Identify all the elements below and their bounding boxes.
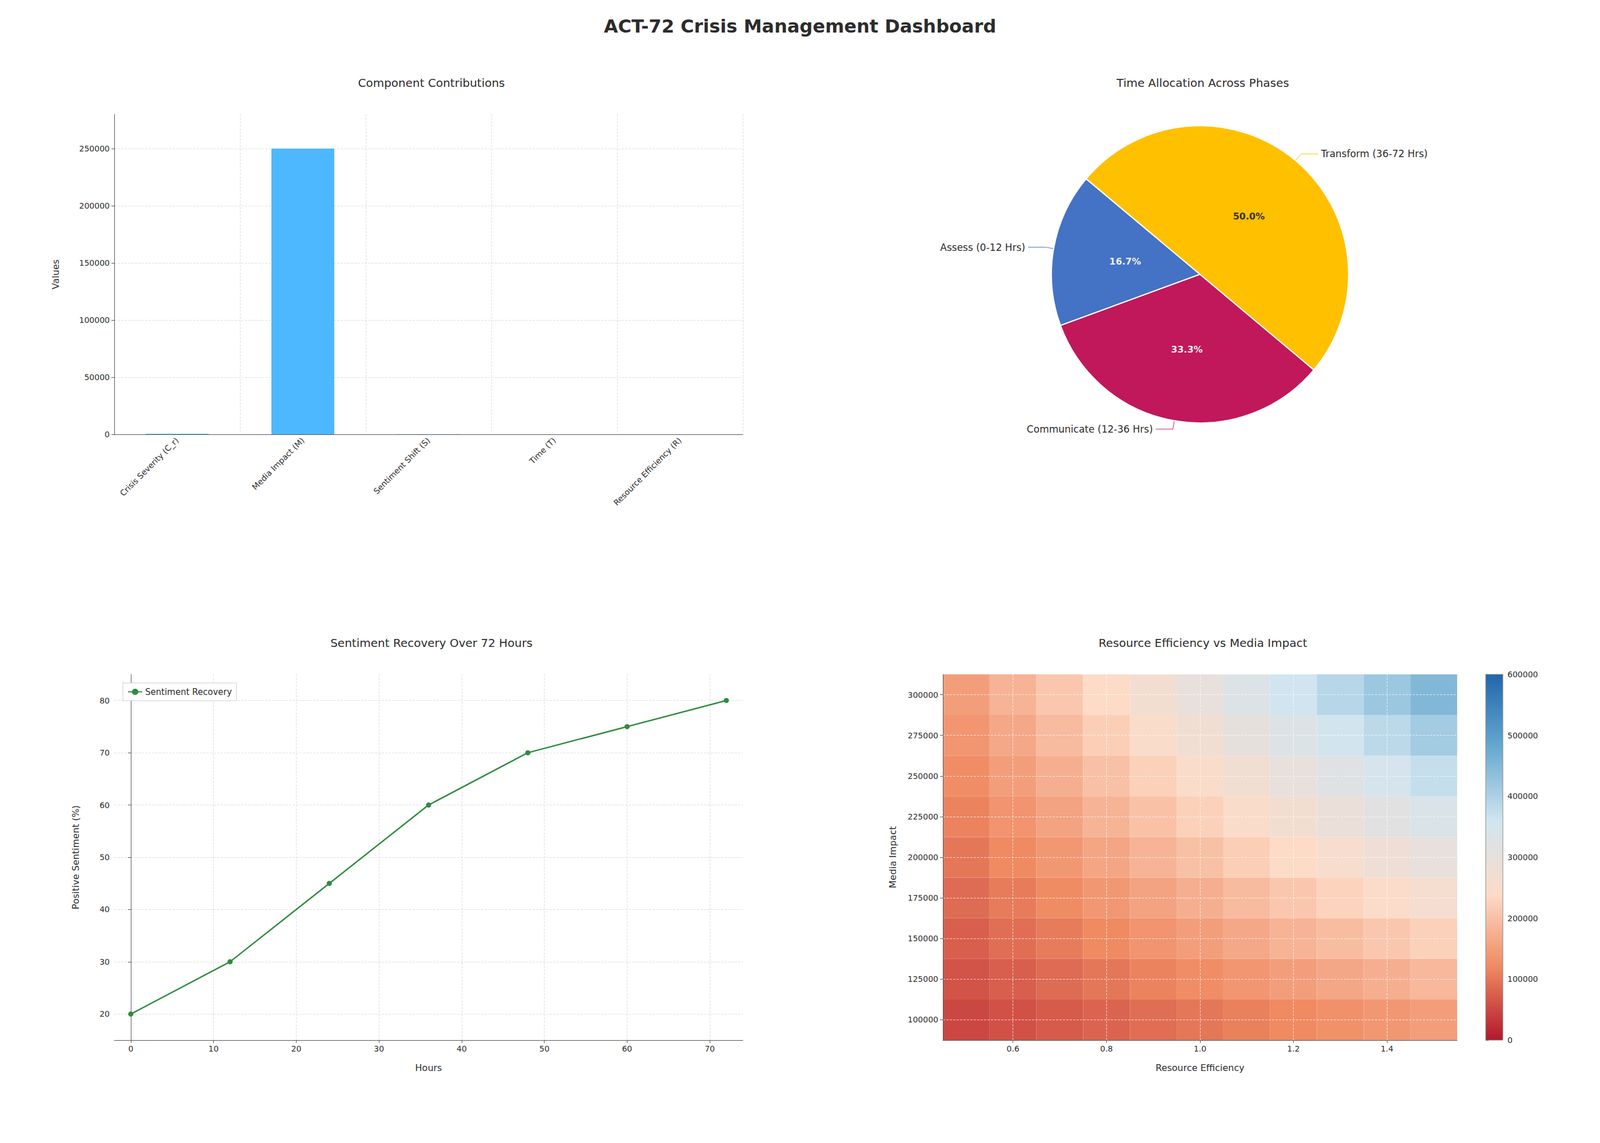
svg-text:150000: 150000 xyxy=(79,258,110,268)
svg-text:400000: 400000 xyxy=(1507,791,1538,801)
svg-text:30: 30 xyxy=(373,1044,384,1054)
svg-text:150000: 150000 xyxy=(908,933,939,943)
svg-text:Resource Efficiency vs Media I: Resource Efficiency vs Media Impact xyxy=(1098,636,1308,650)
svg-text:Resource Efficiency (R): Resource Efficiency (R) xyxy=(611,435,683,507)
svg-text:300000: 300000 xyxy=(1507,852,1538,862)
svg-text:250000: 250000 xyxy=(908,771,939,781)
svg-text:Crisis Severity (C_r): Crisis Severity (C_r) xyxy=(118,435,181,498)
svg-text:100000: 100000 xyxy=(1507,974,1538,984)
svg-text:33.3%: 33.3% xyxy=(1170,344,1203,355)
svg-text:60: 60 xyxy=(621,1044,632,1054)
svg-text:Time Allocation Across Phases: Time Allocation Across Phases xyxy=(1116,76,1290,90)
svg-text:200000: 200000 xyxy=(908,852,939,862)
svg-text:1.2: 1.2 xyxy=(1287,1044,1300,1054)
svg-text:10: 10 xyxy=(208,1044,219,1054)
svg-text:Sentiment Recovery: Sentiment Recovery xyxy=(145,686,232,698)
svg-text:250000: 250000 xyxy=(79,144,110,154)
svg-text:50: 50 xyxy=(99,852,110,862)
svg-text:200000: 200000 xyxy=(79,201,110,211)
svg-text:500000: 500000 xyxy=(1507,730,1538,740)
svg-text:0.8: 0.8 xyxy=(1100,1044,1113,1054)
svg-text:40: 40 xyxy=(99,904,110,914)
svg-text:Hours: Hours xyxy=(415,1062,443,1074)
svg-text:1.4: 1.4 xyxy=(1380,1044,1394,1054)
svg-text:0: 0 xyxy=(1507,1035,1513,1045)
svg-text:20: 20 xyxy=(99,1009,110,1019)
svg-text:60: 60 xyxy=(99,800,110,810)
svg-text:40: 40 xyxy=(456,1044,467,1054)
svg-text:275000: 275000 xyxy=(908,730,939,740)
svg-text:125000: 125000 xyxy=(908,974,939,984)
svg-text:Time (T): Time (T) xyxy=(527,435,558,466)
svg-text:70: 70 xyxy=(704,1044,715,1054)
svg-text:200000: 200000 xyxy=(1507,913,1538,923)
svg-text:Values: Values xyxy=(50,259,62,290)
svg-text:300000: 300000 xyxy=(908,690,939,700)
svg-text:30: 30 xyxy=(99,957,110,967)
svg-text:1.0: 1.0 xyxy=(1193,1044,1207,1054)
svg-text:100000: 100000 xyxy=(908,1014,939,1024)
svg-text:20: 20 xyxy=(291,1044,302,1054)
svg-text:80: 80 xyxy=(99,696,110,706)
svg-text:0: 0 xyxy=(128,1044,134,1054)
svg-text:50000: 50000 xyxy=(84,372,110,382)
svg-text:Resource Efficiency: Resource Efficiency xyxy=(1155,1062,1245,1074)
svg-text:Sentiment Shift (S): Sentiment Shift (S) xyxy=(371,435,432,496)
svg-text:50.0%: 50.0% xyxy=(1233,210,1266,222)
svg-text:Positive Sentiment (%): Positive Sentiment (%) xyxy=(70,805,82,910)
svg-text:Communicate (12-36 Hrs): Communicate (12-36 Hrs) xyxy=(1026,423,1154,435)
svg-text:50: 50 xyxy=(539,1044,550,1054)
svg-text:Component Contributions: Component Contributions xyxy=(357,76,505,90)
svg-text:0: 0 xyxy=(104,429,110,439)
svg-text:16.7%: 16.7% xyxy=(1109,256,1142,267)
svg-text:175000: 175000 xyxy=(908,893,939,903)
svg-text:Transform (36-72 Hrs): Transform (36-72 Hrs) xyxy=(1320,148,1428,160)
svg-text:100000: 100000 xyxy=(79,315,110,325)
svg-text:600000: 600000 xyxy=(1507,669,1538,679)
svg-text:Sentiment Recovery Over 72 Hou: Sentiment Recovery Over 72 Hours xyxy=(330,636,533,650)
svg-text:225000: 225000 xyxy=(908,812,939,822)
svg-text:70: 70 xyxy=(99,748,110,758)
svg-text:Assess (0-12 Hrs): Assess (0-12 Hrs) xyxy=(940,241,1026,254)
svg-text:ACT-72 Crisis Management Dashb: ACT-72 Crisis Management Dashboard xyxy=(604,15,997,38)
svg-text:Media Impact (M): Media Impact (M) xyxy=(250,435,307,492)
svg-text:0.6: 0.6 xyxy=(1006,1044,1020,1054)
svg-text:Media Impact: Media Impact xyxy=(887,826,899,888)
